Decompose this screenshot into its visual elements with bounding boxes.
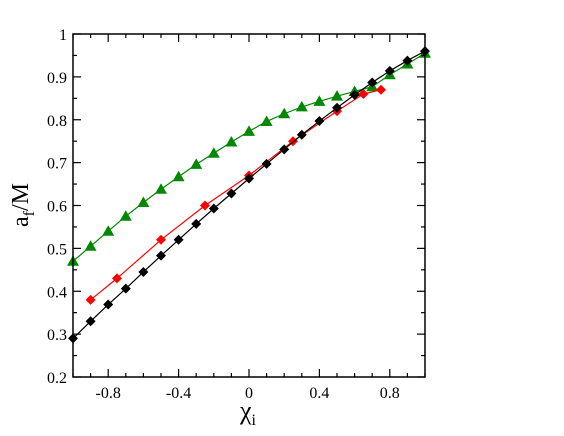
diamond-marker <box>85 294 96 305</box>
triangle-marker <box>278 107 291 119</box>
series-line <box>72 50 426 339</box>
y-tick-label: 0.3 <box>47 327 67 344</box>
triangle-marker <box>119 210 132 221</box>
diamond-marker <box>112 273 122 284</box>
diamond-marker <box>376 84 386 95</box>
x-tick-label: 0.8 <box>380 385 400 402</box>
diamond-marker <box>279 144 290 155</box>
y-tick-label: 0.4 <box>47 284 67 301</box>
y-tick-label: 0.9 <box>47 70 67 87</box>
x-axis-title: χi <box>239 396 257 429</box>
y-tick-label: 1 <box>59 27 67 44</box>
diamond-marker <box>85 316 96 327</box>
diamond-marker <box>120 283 131 294</box>
y-axis-title: af/M <box>8 183 38 227</box>
plot-area <box>67 46 431 344</box>
diamond-marker <box>244 173 254 184</box>
diamond-marker <box>349 89 360 100</box>
triangle-marker <box>225 136 238 147</box>
x-axis-title-subscript: i <box>252 412 257 429</box>
triangle-marker <box>190 158 203 169</box>
y-axis-title-suffix: /M <box>8 183 34 211</box>
triangle-marker <box>137 196 150 207</box>
diamond-marker <box>191 218 202 229</box>
series-line <box>90 89 382 301</box>
diamond-marker <box>173 234 184 245</box>
diamond-marker <box>314 116 325 127</box>
x-tick-label: 0 <box>245 385 253 402</box>
x-tick-label: -0.4 <box>166 385 191 402</box>
x-tick-label: -0.8 <box>96 385 121 402</box>
diamond-marker <box>261 158 272 169</box>
triangle-marker <box>260 115 273 126</box>
series-2 <box>68 46 430 344</box>
diamond-marker <box>156 250 166 261</box>
diamond-marker <box>103 299 114 310</box>
y-tick-label: 0.2 <box>47 370 67 387</box>
y-tick-label: 0.5 <box>47 241 67 258</box>
triangle-marker <box>155 183 167 194</box>
diamond-marker <box>138 266 149 277</box>
triangle-marker <box>84 240 97 251</box>
diamond-marker <box>384 65 395 76</box>
y-tick-label: 0.8 <box>47 113 67 130</box>
y-tick-label: 0.6 <box>47 199 67 216</box>
triangle-marker <box>295 100 308 112</box>
diamond-marker <box>296 129 307 140</box>
diamond-marker <box>332 102 342 113</box>
diamond-marker <box>208 203 219 214</box>
y-axis-title-subscript: f <box>21 210 38 216</box>
y-tick-label: 0.7 <box>47 156 67 173</box>
diamond-marker <box>367 77 378 88</box>
triangle-marker <box>331 90 343 101</box>
diamond-marker <box>402 55 413 66</box>
triangle-marker <box>313 95 326 106</box>
axis-ticks: -0.8 -0.4 0 0.4 0.8 0.2 0.3 0.4 0.5 0.6 0.7 0.8 0.9 1 <box>47 27 426 402</box>
diamond-marker <box>226 188 237 199</box>
triangle-marker <box>102 225 115 236</box>
x-tick-label: 0.4 <box>309 385 329 402</box>
diamond-marker <box>156 234 166 245</box>
triangle-marker <box>172 170 185 182</box>
diamond-marker <box>358 89 369 100</box>
triangle-marker <box>207 147 220 158</box>
triangle-marker <box>243 125 255 136</box>
diamond-marker <box>200 200 210 211</box>
y-axis-title-main: a <box>8 216 34 227</box>
series-1 <box>85 84 386 305</box>
x-axis-title-main: χ <box>239 396 252 425</box>
